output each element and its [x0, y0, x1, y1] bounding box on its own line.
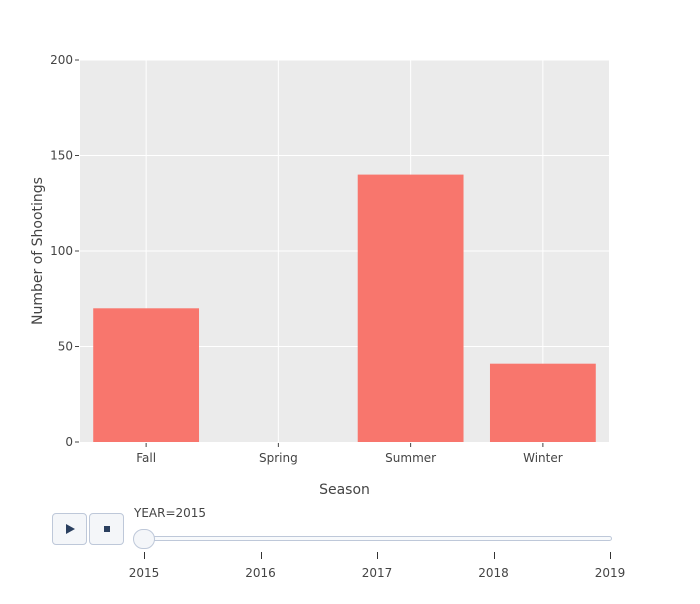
bar-summer	[357, 174, 464, 442]
x-tick-label: Summer	[385, 451, 436, 465]
pause-button[interactable]	[89, 513, 124, 545]
slider-step-label[interactable]: 2018	[478, 566, 509, 580]
y-axis-title: Number of Shootings	[30, 177, 46, 325]
x-tick-label: Fall	[136, 451, 156, 465]
slider-step-label[interactable]: 2016	[245, 566, 276, 580]
y-tick-label: 50	[58, 340, 73, 354]
y-tick-label: 150	[50, 149, 73, 163]
slider-step-label[interactable]: 2015	[128, 566, 160, 580]
bars	[93, 174, 596, 442]
x-axis-title: Season	[319, 482, 370, 498]
slider-step-label[interactable]: 2019	[594, 566, 626, 580]
slider-tick	[260, 552, 262, 559]
y-axis: 0 50 100 150 200	[50, 53, 79, 449]
bar-fall	[93, 308, 200, 442]
slider-step-label[interactable]: 2017	[361, 566, 393, 580]
slider-track[interactable]	[142, 536, 612, 541]
y-tick-label: 200	[50, 53, 73, 67]
y-tick-label: 0	[65, 435, 73, 449]
play-button[interactable]	[52, 513, 87, 545]
slider-tick	[493, 552, 495, 559]
slider-tick	[377, 552, 378, 559]
y-tick-label: 100	[50, 244, 73, 258]
slider-tick	[610, 552, 611, 559]
play-icon	[66, 524, 75, 534]
x-tick-label: Winter	[523, 451, 563, 465]
slider-current-value: YEAR=2015	[134, 506, 207, 520]
x-axis: Fall Spring Summer Winter	[136, 443, 563, 465]
bar-winter	[489, 363, 596, 442]
slider-tick	[144, 552, 145, 559]
stop-icon	[103, 526, 110, 532]
slider-handle[interactable]	[133, 529, 155, 549]
x-tick-label: Spring	[259, 451, 298, 465]
